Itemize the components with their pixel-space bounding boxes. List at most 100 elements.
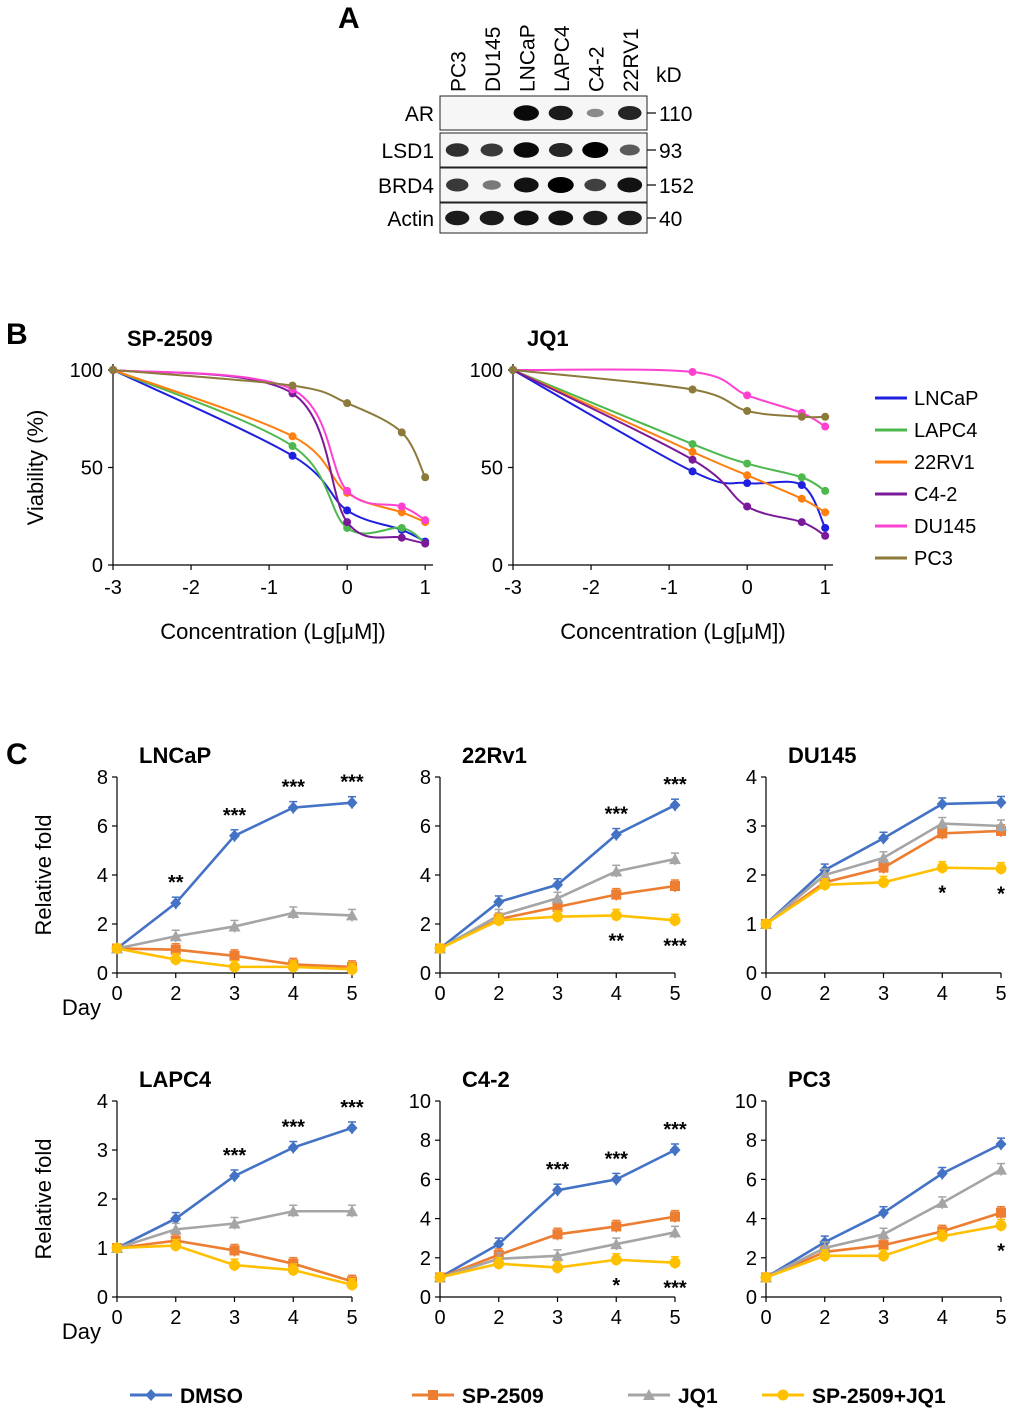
y-tick-label: 4 xyxy=(746,1209,757,1231)
data-point-JQ1 xyxy=(346,1205,358,1217)
significance-marker: *** xyxy=(546,1159,570,1181)
y-tick-label: 100 xyxy=(70,360,103,382)
data-point-C4-2 xyxy=(688,455,697,464)
kd-value: 40 xyxy=(659,208,682,231)
data-point-DMSO xyxy=(878,832,889,845)
legend-marker xyxy=(643,1389,655,1400)
lane-label: LAPC4 xyxy=(551,25,574,92)
data-point-SP-2509 xyxy=(670,1211,680,1222)
data-point-C4-2 xyxy=(821,531,830,540)
blot-band xyxy=(584,178,607,192)
data-point-SP-2509+JQ1 xyxy=(669,914,681,926)
data-point-C4-2 xyxy=(421,539,430,548)
data-point-SP-2509 xyxy=(937,828,948,839)
kd-value: 152 xyxy=(659,175,694,198)
blot-band xyxy=(513,142,539,158)
x-tick-label: 0 xyxy=(434,983,445,1005)
x-tick-label: 4 xyxy=(288,1307,299,1329)
y-tick-label: 2 xyxy=(420,914,431,936)
legend-entry: JQ1 xyxy=(678,1385,718,1408)
y-tick-label: 3 xyxy=(746,816,757,838)
data-point-JQ1 xyxy=(287,1205,300,1217)
data-point-DMSO xyxy=(287,1141,299,1154)
data-point-22RV1 xyxy=(743,471,752,480)
y-tick-label: 1 xyxy=(97,1238,108,1260)
y-tick-label: 10 xyxy=(409,1091,431,1113)
panel-letter-b: B xyxy=(6,318,28,351)
data-point-SP-2509 xyxy=(878,862,889,873)
blot-row-label: BRD4 xyxy=(378,175,434,198)
data-point-SP-2509+JQ1 xyxy=(760,1271,772,1283)
lane-label: 22RV1 xyxy=(620,28,643,92)
data-point-DMSO xyxy=(610,828,622,841)
data-point-SP-2509+JQ1 xyxy=(170,954,182,966)
data-point-JQ1 xyxy=(228,1217,241,1229)
data-point-SP-2509+JQ1 xyxy=(552,1262,563,1274)
data-point-SP-2509+JQ1 xyxy=(493,1258,505,1270)
y-tick-label: 8 xyxy=(420,1130,431,1152)
x-tick-label: 1 xyxy=(820,577,831,599)
data-point-JQ1 xyxy=(669,1226,681,1238)
legend-marker xyxy=(428,1390,438,1400)
y-axis-label: Relative fold xyxy=(31,1138,56,1259)
x-tick-label: 3 xyxy=(878,1307,889,1329)
x-tick-label: 4 xyxy=(937,1307,948,1329)
significance-marker: *** xyxy=(340,1097,364,1119)
blot-band xyxy=(445,210,470,226)
data-point-DMSO xyxy=(170,897,182,910)
y-axis-label: Viability (%) xyxy=(23,410,48,526)
data-point-DU145 xyxy=(743,391,752,400)
series-line-C4-2 xyxy=(112,369,426,545)
blot-band xyxy=(479,210,504,226)
data-point-DMSO xyxy=(493,895,505,908)
x-tick-label: 4 xyxy=(288,983,299,1005)
data-point-JQ1 xyxy=(610,865,623,877)
data-point-PC3 xyxy=(797,412,806,421)
data-point-SP-2509 xyxy=(552,901,563,912)
data-point-PC3 xyxy=(397,428,406,437)
y-tick-label: 0 xyxy=(420,1287,431,1309)
blot-band xyxy=(548,210,574,226)
x-tick-label: 2 xyxy=(170,1307,181,1329)
x-tick-label: 0 xyxy=(742,577,753,599)
x-tick-label: 0 xyxy=(111,983,122,1005)
y-tick-label: 2 xyxy=(746,1248,757,1270)
data-point-SP-2509 xyxy=(670,881,680,892)
panel-letter-c: C xyxy=(6,738,28,771)
data-point-22RV1 xyxy=(397,508,406,517)
data-point-JQ1 xyxy=(818,869,831,880)
data-point-LNCaP xyxy=(743,479,752,488)
y-tick-label: 4 xyxy=(97,1091,108,1113)
data-point-22RV1 xyxy=(821,508,830,517)
data-point-LAPC4 xyxy=(743,459,752,468)
y-tick-label: 10 xyxy=(735,1091,757,1113)
blot-band xyxy=(513,105,539,121)
x-tick-label: -3 xyxy=(504,577,522,599)
data-point-DMSO xyxy=(170,1212,182,1225)
significance-marker: * xyxy=(997,884,1005,906)
y-tick-label: 50 xyxy=(81,458,103,480)
data-point-LNCaP xyxy=(688,467,697,476)
data-point-SP-2509 xyxy=(229,1245,240,1256)
data-point-DMSO xyxy=(995,796,1007,809)
x-tick-label: 0 xyxy=(760,983,771,1005)
blot-band xyxy=(482,180,501,190)
x-tick-label: 3 xyxy=(552,1307,563,1329)
data-point-PC3 xyxy=(109,366,117,374)
data-point-JQ1 xyxy=(877,1228,890,1240)
data-point-JQ1 xyxy=(346,909,358,921)
series-line-C4-2 xyxy=(512,369,826,537)
data-point-C4-2 xyxy=(397,533,406,542)
data-point-JQ1 xyxy=(228,920,241,932)
x-tick-label: 5 xyxy=(346,1307,357,1329)
data-point-DMSO xyxy=(493,1238,505,1251)
data-point-C4-2 xyxy=(343,518,352,527)
data-point-LAPC4 xyxy=(688,440,697,449)
data-point-LNCaP xyxy=(288,451,297,460)
x-tick-label: 3 xyxy=(229,1307,240,1329)
data-point-DMSO xyxy=(287,801,299,814)
significance-marker: *** xyxy=(605,804,629,826)
y-tick-label: 100 xyxy=(470,360,503,382)
y-tick-label: 0 xyxy=(420,963,431,985)
data-point-DMSO xyxy=(346,1121,358,1134)
